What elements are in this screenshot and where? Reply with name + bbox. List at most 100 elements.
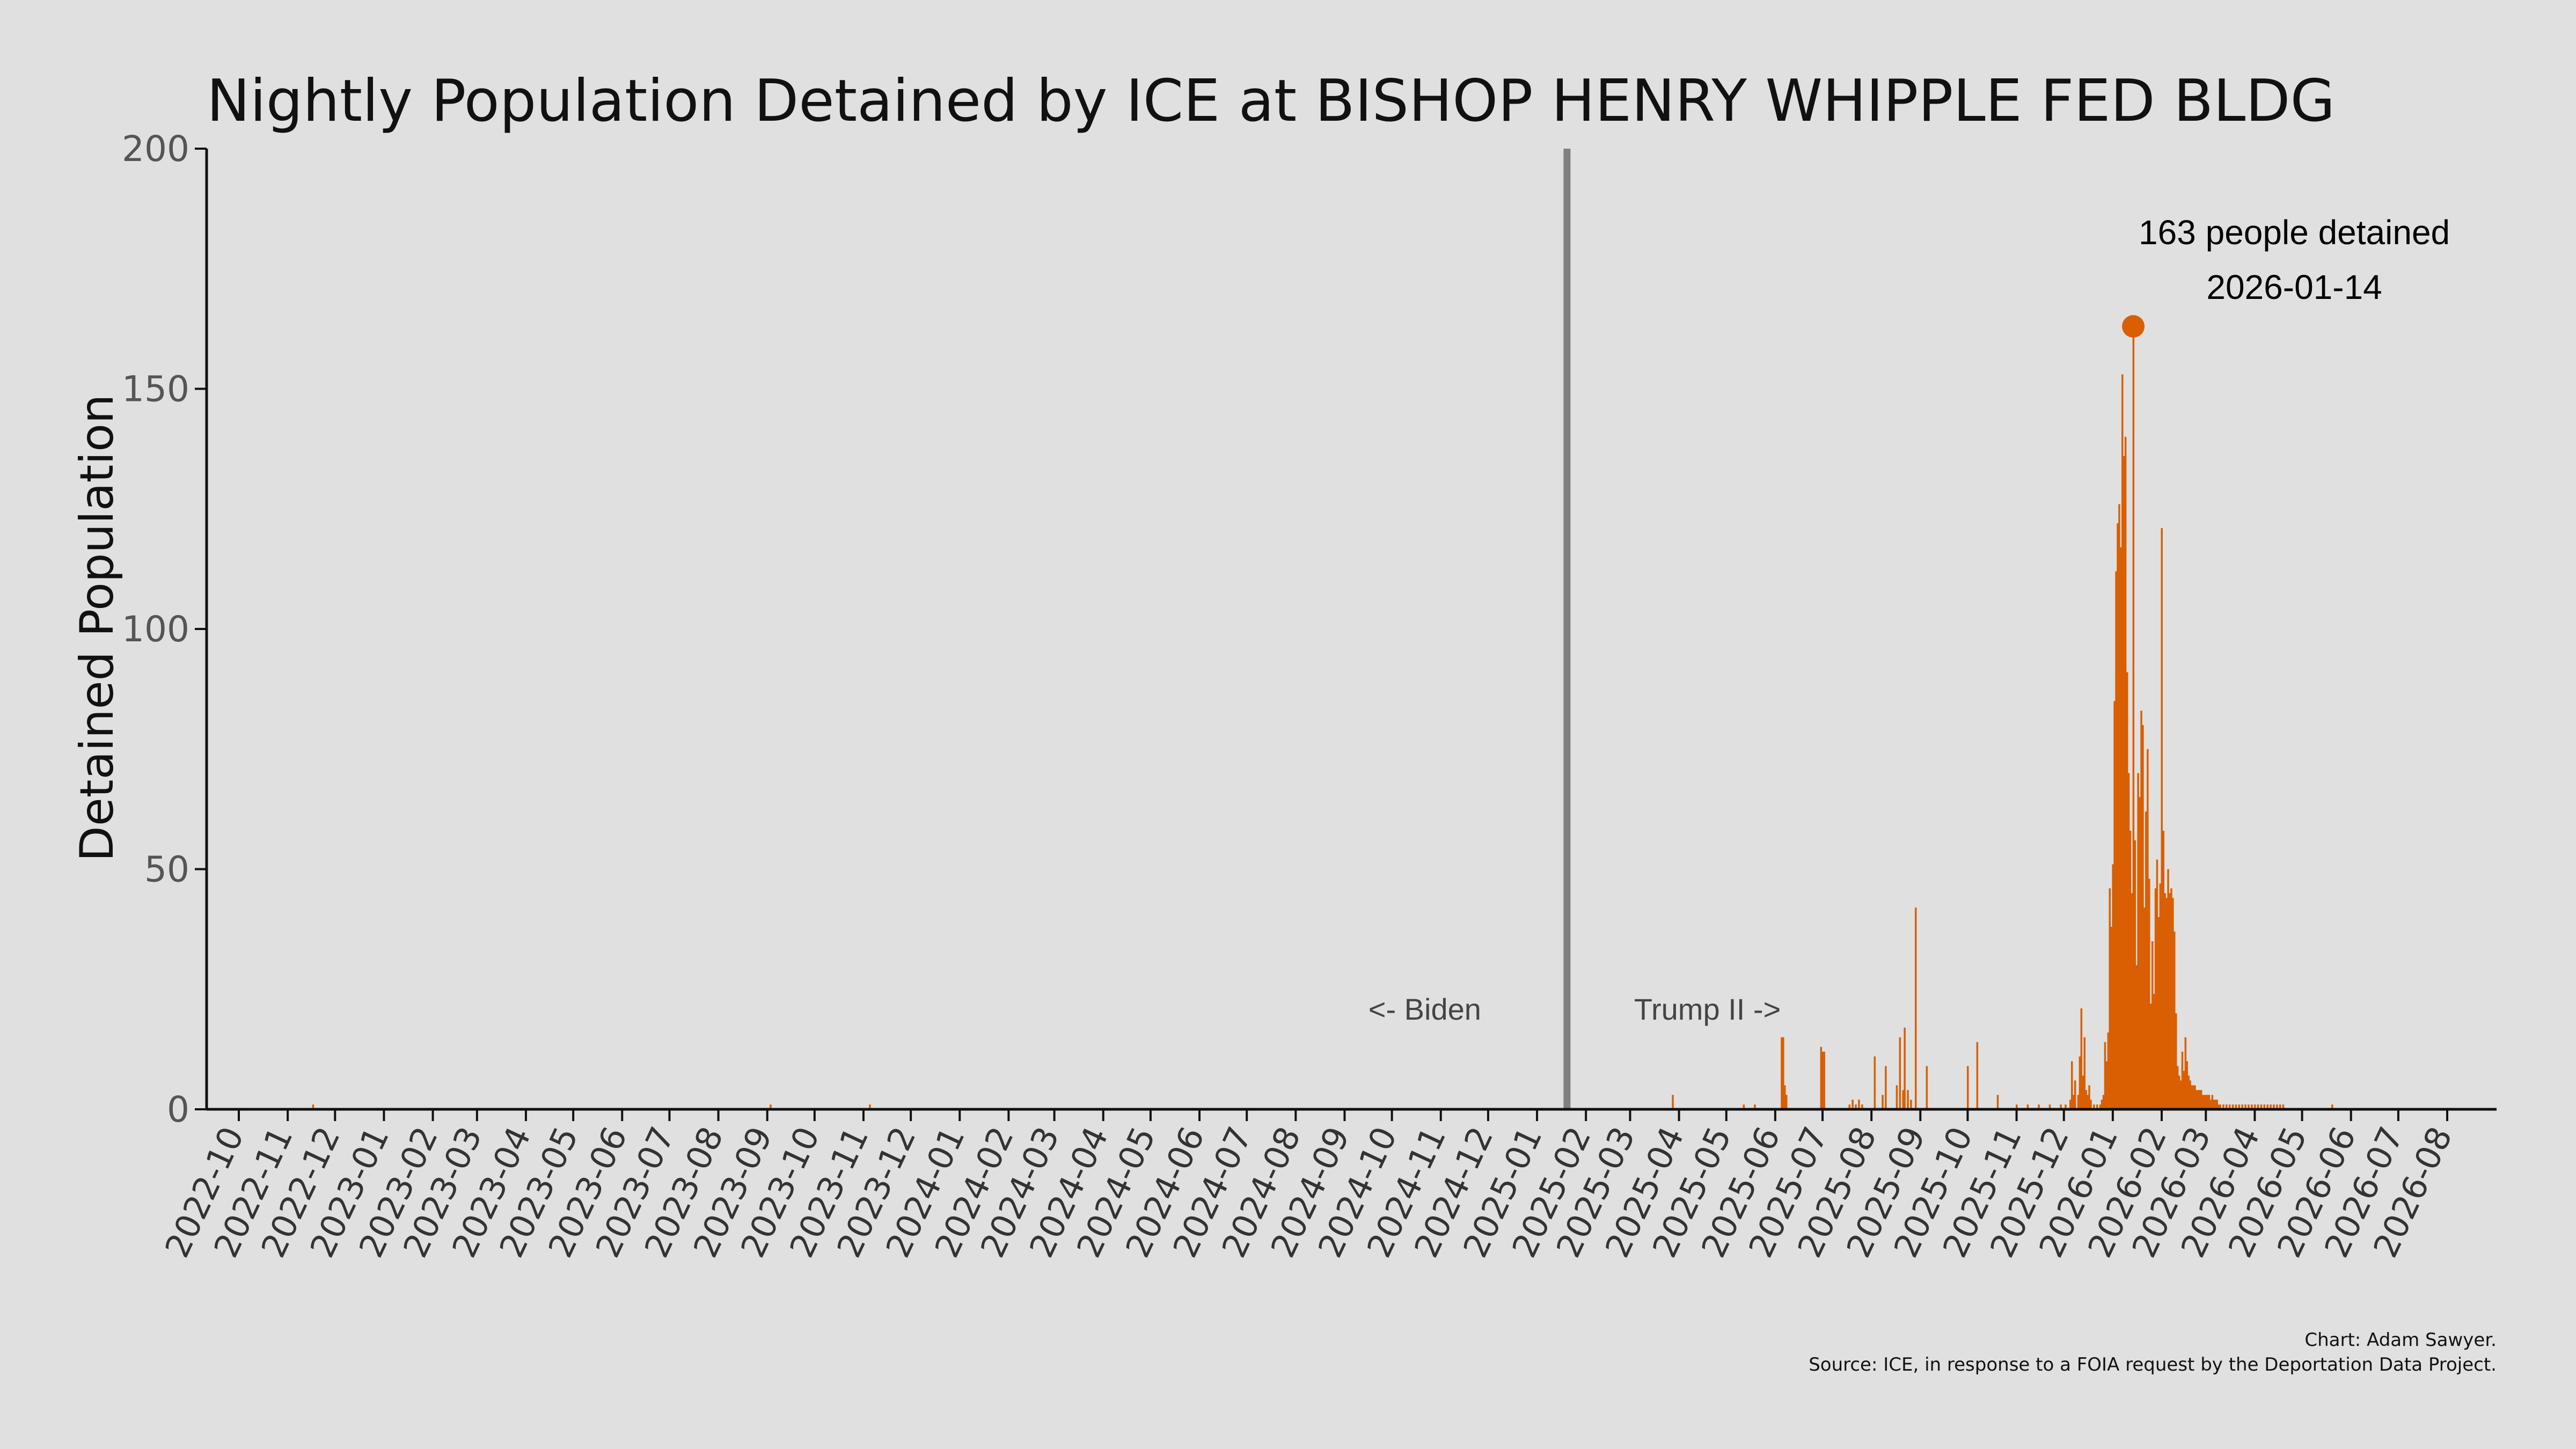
bar	[1672, 1095, 1674, 1109]
era-label-biden: <- Biden	[1368, 992, 1481, 1026]
bar	[2115, 571, 2117, 1109]
bar	[869, 1104, 871, 1109]
bar	[1754, 1104, 1756, 1109]
bar	[2266, 1104, 2268, 1109]
peak-annotation-count: 163 people detained	[2139, 213, 2450, 252]
bar	[1910, 1100, 1912, 1109]
x-ticks-group: 2022-102022-112022-122023-012023-022023-…	[157, 1109, 2460, 1263]
bar	[2218, 1104, 2220, 1109]
bar	[2213, 1100, 2215, 1109]
bar	[2157, 917, 2160, 1109]
bar	[1784, 1085, 1786, 1110]
bar	[2124, 437, 2127, 1109]
bar	[770, 1104, 772, 1109]
bar	[2257, 1104, 2259, 1109]
bar	[2118, 504, 2120, 1109]
bar	[2145, 811, 2147, 1109]
bar	[2219, 1104, 2221, 1109]
bar	[2192, 1085, 2194, 1110]
bar	[1823, 1051, 1825, 1109]
bar	[2176, 1066, 2179, 1109]
bar	[2201, 1095, 2204, 1109]
bar	[2143, 908, 2146, 1109]
y-tick-label: 200	[122, 128, 189, 170]
bar	[1848, 1104, 1850, 1109]
bar	[2102, 1095, 2105, 1109]
bar	[2260, 1104, 2263, 1109]
bar	[2110, 926, 2112, 1109]
bar	[2179, 1080, 2182, 1109]
bar	[2164, 893, 2166, 1110]
bar	[2099, 1104, 2102, 1109]
bar	[2244, 1104, 2246, 1109]
bar	[2194, 1085, 2196, 1110]
bar	[2270, 1104, 2272, 1109]
bar	[1782, 1037, 1784, 1110]
era-label-trump: Trump II ->	[1634, 992, 1781, 1026]
bar	[2231, 1104, 2234, 1109]
bar	[2085, 1090, 2087, 1109]
bar	[1902, 1090, 1904, 1109]
bar	[2101, 1100, 2103, 1109]
y-tick-label: 0	[167, 1089, 189, 1130]
bar	[2139, 797, 2141, 1110]
bar	[1907, 1090, 1909, 1109]
bar	[2235, 1104, 2237, 1109]
bar	[2203, 1095, 2206, 1109]
bar	[2331, 1104, 2333, 1109]
bar	[2181, 1051, 2184, 1109]
bar	[2026, 1104, 2029, 1109]
bar	[2161, 528, 2163, 1109]
bar	[1861, 1104, 1863, 1109]
bar	[2148, 879, 2150, 1109]
bar	[2147, 749, 2149, 1110]
bar	[2140, 711, 2142, 1109]
y-tick-label: 100	[122, 609, 189, 650]
bar	[2156, 859, 2158, 1109]
bar	[2109, 888, 2111, 1109]
bar	[2187, 1075, 2190, 1109]
bar	[1851, 1100, 1854, 1109]
bar	[2183, 1071, 2185, 1109]
bar	[2113, 701, 2116, 1110]
bar	[2241, 1104, 2243, 1109]
bar	[2132, 326, 2135, 1110]
bar	[2105, 1061, 2108, 1109]
bar	[2048, 1104, 2051, 1109]
bar	[1926, 1066, 1928, 1109]
bar	[2162, 830, 2164, 1109]
bar	[2169, 893, 2171, 1110]
bar	[2065, 1104, 2067, 1109]
bar	[2016, 1104, 2018, 1109]
chart-title: Nightly Population Detained by ICE at BI…	[207, 68, 2335, 135]
bar	[2087, 1095, 2089, 1109]
bar	[2074, 1080, 2076, 1109]
bar	[2222, 1104, 2224, 1109]
bar	[2172, 898, 2174, 1109]
bar	[2112, 864, 2114, 1109]
bar	[2191, 1085, 2193, 1110]
bar	[1858, 1100, 1860, 1109]
bar	[2131, 893, 2133, 1110]
bar	[2184, 1037, 2187, 1110]
bar	[2071, 1061, 2073, 1109]
bar	[2197, 1090, 2199, 1109]
bar	[1885, 1066, 1887, 1109]
credit-line-1: Chart: Adam Sawyer.	[2304, 1329, 2497, 1351]
bar	[1904, 1027, 1906, 1109]
bar	[2196, 1090, 2198, 1109]
bar	[2175, 1013, 2177, 1109]
bar	[2129, 830, 2132, 1109]
bar	[2134, 840, 2136, 1109]
bar	[2149, 1004, 2152, 1109]
bar	[2072, 1095, 2075, 1109]
credit-line-2: Source: ICE, in response to a FOIA reque…	[1809, 1354, 2497, 1375]
peak-annotation-date: 2026-01-14	[2206, 268, 2382, 306]
bar	[2069, 1100, 2072, 1109]
bar	[2211, 1095, 2214, 1109]
bar	[2038, 1104, 2040, 1109]
bar	[2226, 1104, 2228, 1109]
bar	[2137, 773, 2139, 1109]
bar	[2088, 1085, 2090, 1110]
